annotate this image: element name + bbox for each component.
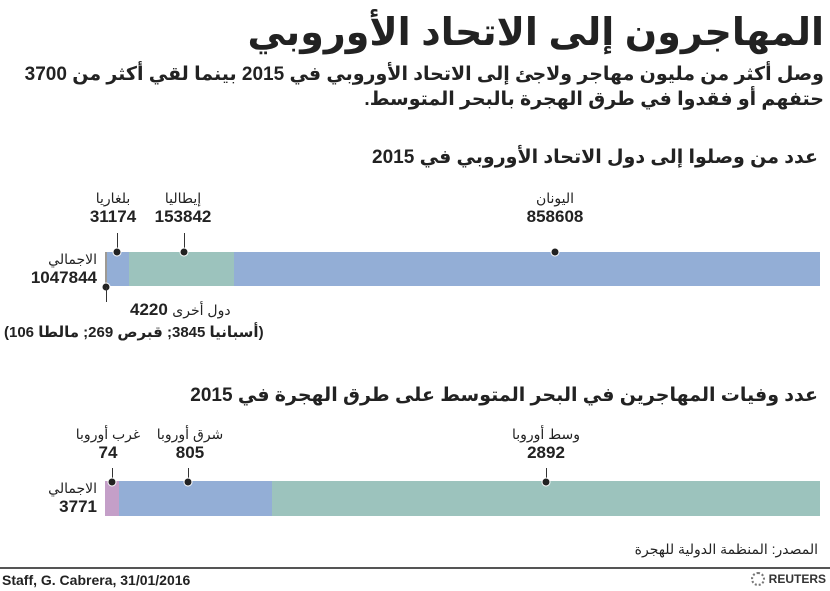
tick-bulgaria: [117, 233, 118, 252]
label-other: دول أخرى 4220: [130, 300, 231, 319]
segment-western: [105, 481, 119, 516]
marker-italy: [179, 247, 189, 257]
reuters-logo: REUTERS: [750, 572, 826, 586]
reuters-globe-icon: [750, 572, 765, 586]
arrivals-chart-title: عدد من وصلوا إلى دول الاتحاد الأوروبي في…: [372, 147, 818, 168]
segment-eastern: [119, 481, 272, 516]
page-title: المهاجرون إلى الاتحاد الأوروبي: [247, 12, 824, 54]
tick-other: [106, 287, 107, 302]
marker-central: [541, 477, 551, 487]
credit-line: Staff, G. Cabrera, 31/01/2016: [2, 572, 191, 588]
label-central: وسط أوروبا 2892: [511, 426, 581, 462]
footer-divider: [0, 567, 830, 569]
arrivals-total: الاجمالي 1047844: [30, 251, 97, 287]
segment-central: [272, 481, 820, 516]
segment-other: [105, 252, 107, 286]
segment-italy: [129, 252, 234, 286]
tick-italy: [184, 233, 185, 252]
page-subtitle: وصل أكثر من مليون مهاجر ولاجئ إلى الاتحا…: [24, 64, 824, 110]
marker-bulgaria: [112, 247, 122, 257]
label-eastern: شرق أوروبا 805: [156, 426, 224, 462]
tick-central: [546, 468, 547, 481]
deaths-total: الاجمالي 3771: [48, 480, 97, 516]
label-greece: اليونان 858608: [526, 190, 584, 226]
source-note: المصدر: المنظمة الدولية للهجرة: [634, 541, 818, 557]
arrivals-bar: [105, 252, 820, 286]
marker-western: [107, 477, 117, 487]
segment-bulgaria: [107, 252, 129, 286]
label-western: غرب أوروبا 74: [75, 426, 141, 462]
deaths-chart-title: عدد وفيات المهاجرين في البحر المتوسط على…: [190, 385, 818, 406]
label-bulgaria: بلغاريا 31174: [89, 190, 137, 226]
tick-eastern: [188, 468, 189, 481]
marker-eastern: [183, 477, 193, 487]
tick-western: [112, 468, 113, 481]
marker-greece: [550, 247, 560, 257]
other-breakdown: (أسبانيا 3845; قبرص 269; مالطا 106): [4, 324, 264, 341]
segment-greece: [234, 252, 820, 286]
deaths-bar: [105, 481, 820, 516]
logo-text: REUTERS: [768, 572, 826, 586]
label-italy: إيطاليا 153842: [154, 190, 212, 226]
